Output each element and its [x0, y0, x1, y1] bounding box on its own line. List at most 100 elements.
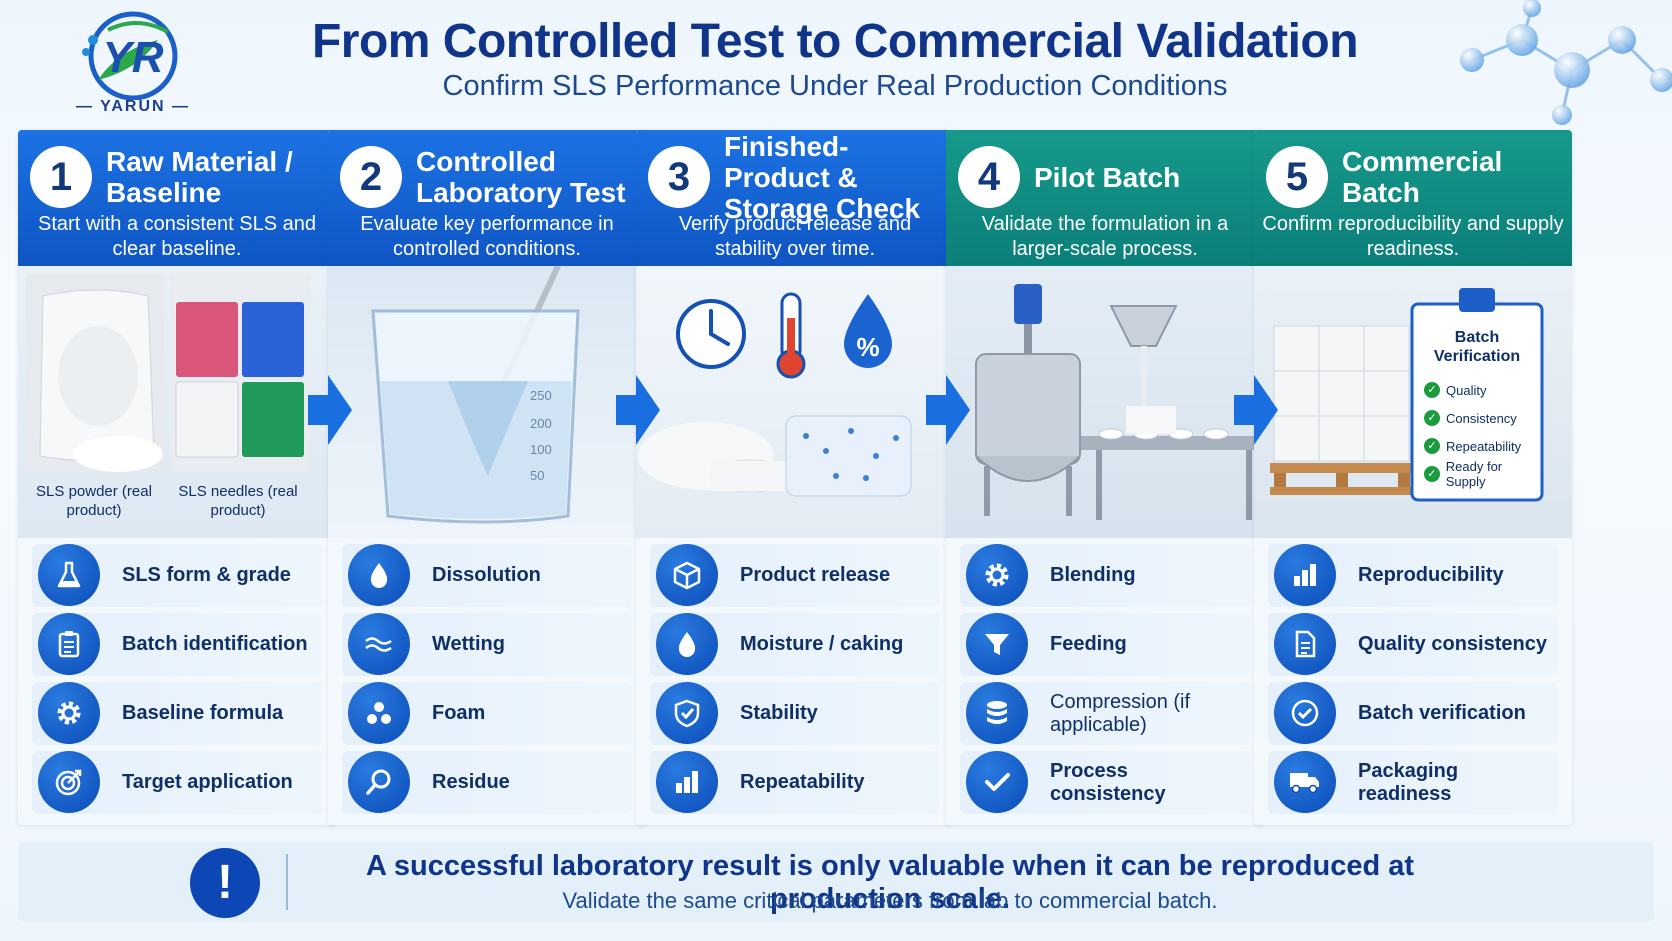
sls-needles-caption: SLS needles (real product)	[178, 483, 298, 519]
step-4-column: 4 Pilot Batch Validate the formulation i…	[946, 130, 1264, 825]
list-item: Batch verification	[1268, 682, 1558, 745]
list-item: Moisture / caking	[650, 613, 940, 676]
list-item: Wetting	[342, 613, 632, 676]
step-title: Controlled Laboratory Test	[416, 146, 626, 208]
svg-text:%: %	[856, 332, 879, 362]
step-2-image: 250 200 100 50	[328, 266, 646, 538]
step-5-column: 5 Commercial Batch Confirm reproducibili…	[1254, 130, 1572, 825]
gear-icon	[38, 682, 100, 744]
droplet-icon	[656, 613, 718, 675]
beaker-mark: 50	[530, 468, 545, 483]
step-5-header: 5 Commercial Batch Confirm reproducibili…	[1254, 130, 1572, 266]
list-item: Packaging readiness	[1268, 751, 1558, 814]
molecule-decoration	[1460, 0, 1672, 125]
step-1-checklist: SLS form & grade Batch identification Ba…	[18, 538, 336, 814]
item-label: Packaging readiness	[1358, 759, 1459, 805]
truck-icon	[1274, 751, 1336, 813]
wave-icon	[348, 613, 410, 675]
step-title: Finished-Product & Storage Check	[724, 130, 921, 224]
pallet-photo	[1270, 288, 1544, 502]
item-label: Moisture / caking	[740, 633, 904, 655]
thermometer-icon	[776, 292, 806, 379]
check-label: Consistency	[1446, 410, 1517, 426]
list-item: Repeatability	[650, 751, 940, 814]
step-3-column: 3 Finished-Product & Storage Check Verif…	[636, 130, 954, 825]
check-label: Ready for Supply	[1445, 459, 1503, 489]
step-number: 5	[1266, 146, 1328, 208]
list-item: Process consistency	[960, 751, 1250, 814]
pilot-mixer-photo	[975, 284, 1264, 520]
item-label: Quality consistency	[1358, 633, 1547, 655]
list-item: Blending	[960, 544, 1250, 607]
list-item: Dissolution	[342, 544, 632, 607]
clipboard-icon	[38, 613, 100, 675]
bubbles-icon	[348, 682, 410, 744]
step-1-header: 1 Raw Material / Baseline Start with a c…	[18, 130, 336, 266]
check-circle-icon	[1274, 682, 1336, 744]
check-label: Quality	[1446, 382, 1487, 398]
item-label: Blending	[1050, 564, 1136, 586]
item-label: Wetting	[432, 633, 505, 655]
step-1-image: SLS powder (real product) SLS needles (r…	[18, 266, 336, 538]
beaker-mark: 250	[530, 388, 552, 403]
list-item: Stability	[650, 682, 940, 745]
step-2-checklist: Dissolution Wetting Foam Residue	[328, 538, 646, 814]
banner-headline: A successful laboratory result is only v…	[365, 850, 1415, 915]
key-message-banner: ! A successful laboratory result is only…	[18, 842, 1654, 922]
step-4-header: 4 Pilot Batch Validate the formulation i…	[946, 130, 1264, 266]
shield-check-icon	[656, 682, 718, 744]
step-2-column: 2 Controlled Laboratory Test Evaluate ke…	[328, 130, 646, 825]
step-number: 4	[958, 146, 1020, 208]
green-check-icon: ✓	[1424, 466, 1440, 482]
step-4-image	[946, 266, 1264, 538]
clock-icon	[676, 299, 746, 369]
step-description: Confirm reproducibility and supply readi…	[1262, 213, 1564, 260]
magnifier-icon	[348, 751, 410, 813]
step-2-header: 2 Controlled Laboratory Test Evaluate ke…	[328, 130, 646, 266]
brand-name: — YARUN —	[75, 98, 191, 115]
item-label: Dissolution	[432, 564, 541, 586]
banner-subline: Validate the same critical parameters fr…	[562, 888, 1218, 913]
item-label: Baseline formula	[122, 702, 284, 724]
list-item: Quality consistency	[1268, 613, 1558, 676]
beaker-mark: 200	[530, 416, 552, 431]
sls-product-photos	[26, 274, 310, 472]
step-4-checklist: Blending Feeding Compression (if applica…	[946, 538, 1264, 814]
page-subtitle: Confirm SLS Performance Under Real Produ…	[442, 70, 1228, 102]
step-number: 3	[648, 146, 710, 208]
check-icon	[966, 751, 1028, 813]
item-label: Product release	[740, 564, 891, 586]
beaker-photo	[371, 266, 580, 524]
item-label: Foam	[432, 702, 486, 724]
target-icon	[38, 751, 100, 813]
green-check-icon: ✓	[1424, 410, 1440, 426]
item-label: Target application	[122, 771, 293, 793]
step-3-header: 3 Finished-Product & Storage Check Verif…	[636, 130, 954, 266]
check-row: ✓ Consistency	[1424, 404, 1544, 432]
list-item: Target application	[32, 751, 322, 814]
bar-chart-icon	[656, 751, 718, 813]
step-description: Start with a consistent SLS and clear ba…	[38, 213, 316, 260]
check-row: ✓ Ready for Supply	[1424, 459, 1544, 489]
list-item: Residue	[342, 751, 632, 814]
funnel-icon	[966, 613, 1028, 675]
list-item: Compression (if applicable)	[960, 682, 1250, 745]
list-item: Feeding	[960, 613, 1250, 676]
sls-powder-caption: SLS powder (real product)	[36, 483, 152, 519]
page-title: From Controlled Test to Commercial Valid…	[311, 15, 1359, 68]
check-row: ✓ Quality	[1424, 376, 1544, 404]
check-label: Repeatability	[1446, 438, 1522, 454]
exclamation-icon: !	[190, 848, 260, 918]
list-item: Reproducibility	[1268, 544, 1558, 607]
item-label: Repeatability	[740, 771, 865, 793]
step-5-checklist: Reproducibility Quality consistency Batc…	[1254, 538, 1572, 814]
green-check-icon: ✓	[1424, 438, 1440, 454]
step-1-column: 1 Raw Material / Baseline Start with a c…	[18, 130, 336, 825]
banner-divider	[286, 854, 288, 910]
database-icon	[966, 682, 1028, 744]
step-number: 2	[340, 146, 402, 208]
step-title: Commercial Batch	[1342, 146, 1503, 208]
item-label: Compression (if applicable)	[1050, 690, 1191, 736]
list-item: SLS form & grade	[32, 544, 322, 607]
step-3-image: %	[636, 266, 954, 538]
